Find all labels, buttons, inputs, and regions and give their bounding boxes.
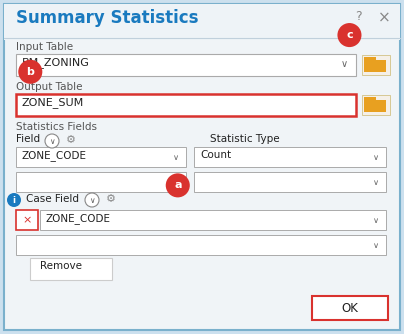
- Text: c: c: [346, 30, 353, 40]
- Bar: [362, 95, 390, 115]
- Text: Statistic Type: Statistic Type: [210, 134, 280, 144]
- Text: Summary Statistics: Summary Statistics: [16, 9, 198, 27]
- Bar: [194, 172, 386, 192]
- Text: ∨: ∨: [89, 195, 95, 204]
- Bar: [312, 296, 388, 320]
- Circle shape: [337, 23, 362, 47]
- Bar: [16, 147, 186, 167]
- Circle shape: [85, 193, 99, 207]
- Bar: [364, 57, 376, 61]
- Circle shape: [18, 60, 42, 84]
- Text: ∨: ∨: [173, 153, 179, 162]
- Text: ∨: ∨: [173, 177, 179, 186]
- Text: ×: ×: [378, 10, 390, 25]
- Bar: [30, 258, 112, 280]
- Circle shape: [166, 173, 190, 197]
- Text: ∨: ∨: [341, 59, 347, 69]
- Bar: [16, 172, 186, 192]
- Text: ⚙: ⚙: [106, 194, 116, 204]
- Text: ZONE_SUM: ZONE_SUM: [22, 97, 84, 108]
- Text: Case Field: Case Field: [26, 194, 79, 204]
- Bar: [364, 60, 386, 72]
- Text: ∨: ∨: [49, 137, 55, 146]
- Bar: [16, 210, 38, 230]
- Text: ∨: ∨: [373, 240, 379, 249]
- Text: Statistics Fields: Statistics Fields: [16, 122, 97, 132]
- Text: a: a: [174, 180, 181, 190]
- Bar: [16, 54, 356, 76]
- Text: ∨: ∨: [373, 177, 379, 186]
- Bar: [4, 4, 400, 40]
- Text: OK: OK: [341, 302, 358, 315]
- Text: ZONE_CODE: ZONE_CODE: [22, 150, 87, 161]
- Bar: [364, 100, 386, 112]
- Text: Input Table: Input Table: [16, 42, 73, 52]
- Text: ⚙: ⚙: [66, 135, 76, 145]
- Bar: [362, 55, 390, 75]
- Circle shape: [7, 193, 21, 207]
- Text: ×: ×: [22, 215, 32, 225]
- Text: BM_ZONING: BM_ZONING: [22, 57, 90, 68]
- Text: ∨: ∨: [373, 215, 379, 224]
- Text: Field: Field: [16, 134, 40, 144]
- Text: Output Table: Output Table: [16, 82, 82, 92]
- Text: ∨: ∨: [373, 153, 379, 162]
- Bar: [194, 147, 386, 167]
- Text: Remove: Remove: [40, 261, 82, 271]
- Text: b: b: [26, 67, 34, 77]
- Text: ZONE_CODE: ZONE_CODE: [46, 213, 111, 224]
- Circle shape: [45, 134, 59, 148]
- Text: ?: ?: [355, 10, 361, 23]
- Text: i: i: [13, 195, 15, 204]
- Bar: [364, 97, 376, 101]
- Bar: [16, 94, 356, 116]
- Text: Count: Count: [200, 150, 231, 160]
- Bar: [16, 235, 386, 255]
- Bar: [40, 210, 386, 230]
